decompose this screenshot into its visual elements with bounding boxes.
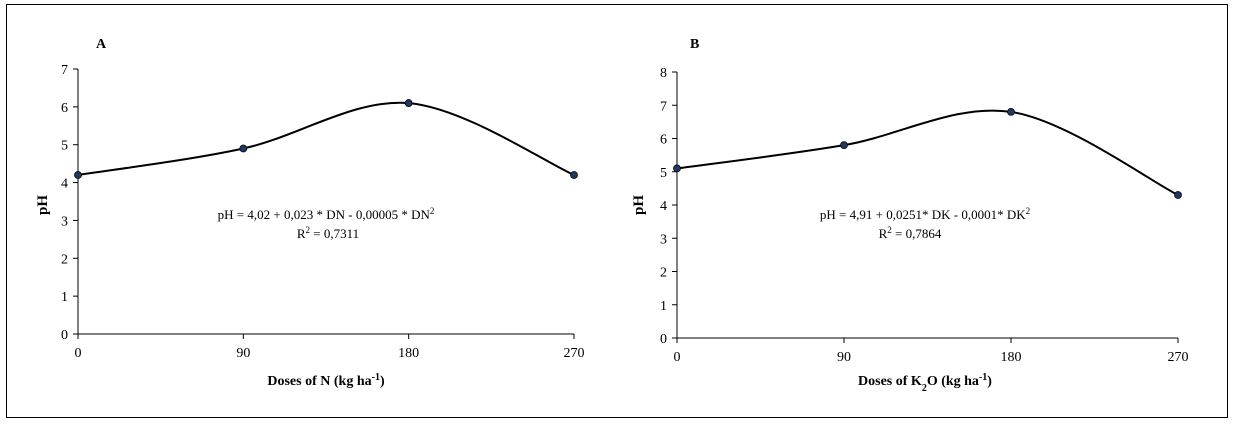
panel-label: B — [690, 37, 699, 52]
y-tick-label: 5 — [61, 139, 68, 154]
ticks: 0 1 2 3 4 5 6 7 8 0 90 180 270 — [660, 66, 1189, 365]
series-line — [77, 101, 575, 176]
data-marks — [74, 99, 578, 179]
x-axis-label: Doses of K2O (kg ha-1) — [858, 372, 992, 394]
figure-frame — [6, 4, 1228, 418]
x-tick-label: 270 — [564, 346, 585, 361]
y-axis-label: pH — [35, 195, 51, 215]
data-point — [673, 164, 681, 173]
x-tick-label: 90 — [236, 346, 250, 361]
axes — [77, 69, 574, 335]
data-point — [840, 141, 848, 150]
data-point — [1174, 191, 1182, 199]
panel-label: A — [96, 37, 107, 52]
data-marks — [673, 108, 1182, 199]
y-tick-label: 3 — [61, 214, 68, 229]
y-tick-label: 5 — [660, 166, 667, 181]
data-point — [570, 171, 578, 179]
y-tick-label: 3 — [660, 232, 667, 247]
r-squared-label: R2 = 0,7864 — [879, 225, 942, 241]
axes — [676, 72, 1178, 339]
panel-a: A pH Doses of N (kg ha-1) pH = 4,02 + 0,… — [35, 37, 585, 389]
y-tick-label: 4 — [61, 177, 68, 192]
y-tick-label: 6 — [61, 101, 68, 116]
y-axis-label: pH — [631, 195, 647, 215]
y-tick-label: 2 — [660, 266, 667, 281]
r-squared-label: R2 = 0,7311 — [297, 225, 359, 241]
data-point — [239, 144, 248, 153]
ticks: 0 1 2 3 4 5 6 7 0 90 180 270 — [61, 63, 585, 361]
y-tick-label: 2 — [61, 252, 68, 267]
panel-b: B pH Doses of K2O (kg ha-1) pH = 4,91 + … — [631, 37, 1189, 394]
y-tick-label: 7 — [61, 63, 68, 78]
x-tick-label: 180 — [398, 346, 419, 361]
x-tick-label: 90 — [837, 350, 851, 365]
x-axis-label: Doses of N (kg ha-1) — [267, 372, 385, 390]
regression-equation: pH = 4,02 + 0,023 * DN - 0,00005 * DN2 — [218, 206, 435, 222]
y-tick-label: 8 — [660, 66, 667, 81]
y-tick-label: 7 — [660, 99, 667, 114]
x-tick-label: 270 — [1168, 350, 1189, 365]
y-tick-label: 0 — [660, 332, 667, 347]
x-tick-label: 0 — [674, 350, 681, 365]
y-tick-label: 0 — [61, 328, 68, 343]
x-tick-label: 180 — [1001, 350, 1022, 365]
y-tick-label: 1 — [660, 299, 667, 314]
y-tick-label: 4 — [660, 199, 667, 214]
series-line — [676, 109, 1179, 196]
x-tick-label: 0 — [75, 346, 82, 361]
data-point — [1007, 108, 1015, 116]
data-point — [404, 99, 413, 107]
data-point — [74, 171, 82, 179]
y-tick-label: 1 — [61, 290, 68, 305]
regression-equation: pH = 4,91 + 0,0251* DK - 0,0001* DK2 — [820, 206, 1030, 222]
y-tick-label: 6 — [660, 133, 667, 148]
